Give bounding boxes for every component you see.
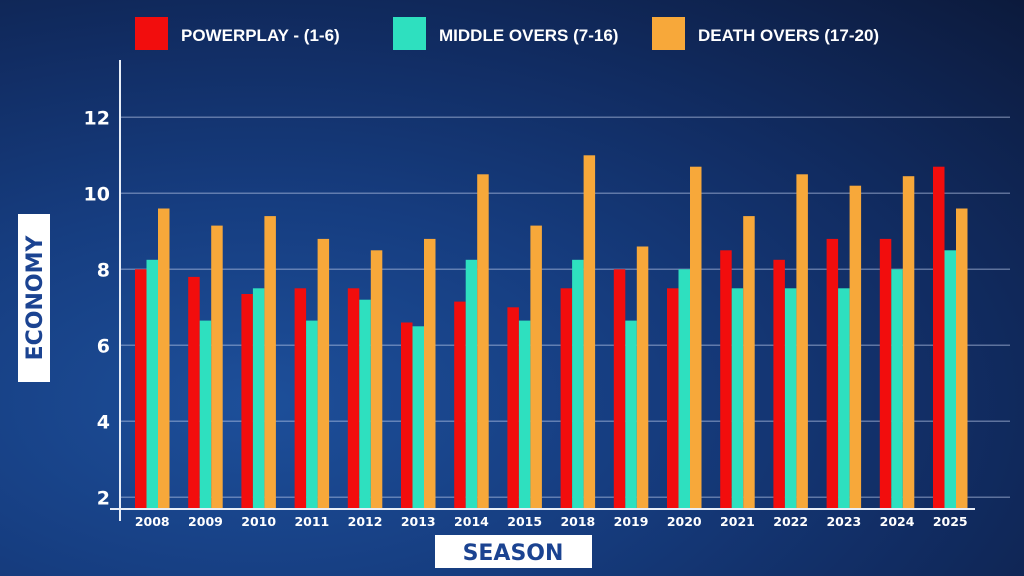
bar-2018-middle-overs [572, 259, 584, 509]
bar-2021-death-overs [743, 216, 755, 509]
bar-2025-death-overs [956, 208, 968, 509]
x-tick-label: 2015 [507, 514, 542, 529]
legend-swatch [393, 17, 426, 50]
bar-2014-death-overs [477, 174, 489, 510]
x-tick-label: 2013 [401, 514, 436, 529]
legend-swatch [652, 17, 685, 50]
x-tick-label: 2018 [560, 514, 595, 529]
bar-2021-middle-overs [731, 288, 744, 509]
legend-label: POWERPLAY - (1-6) [181, 26, 340, 45]
legend-label: DEATH OVERS (17-20) [698, 26, 879, 45]
x-tick-label: 2019 [614, 514, 649, 529]
bar-2012-middle-overs [359, 299, 371, 509]
y-tick-label: 10 [84, 183, 110, 205]
x-tick-label: 2025 [933, 514, 968, 529]
bar-2012-powerplay [347, 288, 360, 509]
bar-2011-middle-overs [306, 320, 318, 509]
x-tick-label: 2008 [135, 514, 170, 529]
bar-2009-middle-overs [199, 320, 212, 509]
y-axis-title: ECONOMY [18, 214, 50, 382]
x-tick-label: 2022 [773, 514, 808, 529]
bar-2009-powerplay [188, 276, 200, 509]
x-tick-label: 2021 [720, 514, 755, 529]
bar-2014-middle-overs [465, 259, 478, 509]
y-tick-label: 2 [97, 487, 110, 509]
bar-2019-death-overs [636, 246, 649, 509]
bar-2022-middle-overs [784, 288, 797, 509]
x-tick-label: 2024 [880, 514, 915, 529]
x-tick-label: 2010 [241, 514, 276, 529]
bar-2022-death-overs [796, 174, 808, 510]
bar-2020-middle-overs [678, 269, 690, 509]
bar-2015-death-overs [530, 225, 542, 509]
bar-2008-middle-overs [146, 259, 158, 509]
y-axis-title-text: ECONOMY [23, 235, 48, 361]
bar-2013-powerplay [401, 322, 413, 509]
bar-2015-middle-overs [518, 320, 531, 509]
bar-2021-powerplay [720, 250, 732, 510]
x-tick-label: 2012 [348, 514, 383, 529]
y-tick-label: 6 [97, 335, 110, 357]
x-tick-label: 2014 [454, 514, 489, 529]
bar-2024-powerplay [879, 238, 892, 509]
bar-2010-powerplay [241, 294, 253, 509]
bar-2025-powerplay [933, 166, 945, 509]
x-tick-label: 2011 [294, 514, 329, 529]
bar-2020-powerplay [667, 288, 679, 509]
y-tick-label: 12 [84, 107, 110, 129]
bar-2019-middle-overs [625, 320, 637, 509]
x-axis-title-text: SEASON [463, 541, 564, 566]
bar-2010-death-overs [264, 216, 276, 509]
x-axis-title: SEASON [435, 535, 592, 568]
bar-2010-middle-overs [252, 288, 265, 509]
bar-2018-powerplay [560, 288, 573, 509]
bar-2023-death-overs [849, 185, 862, 509]
bar-2020-death-overs [690, 166, 702, 509]
bar-2024-death-overs [902, 176, 915, 509]
bar-2022-powerplay [773, 259, 785, 509]
bar-2011-powerplay [294, 288, 307, 509]
bars [135, 155, 968, 510]
bar-2008-powerplay [135, 269, 147, 509]
y-tick-label: 8 [97, 259, 110, 281]
bar-2018-death-overs [583, 155, 596, 510]
bar-2023-middle-overs [838, 288, 850, 509]
bar-2014-powerplay [454, 301, 466, 509]
bar-2013-death-overs [424, 238, 436, 509]
bar-2023-powerplay [826, 238, 839, 509]
legend-label: MIDDLE OVERS (7-16) [439, 26, 618, 45]
bar-2024-middle-overs [891, 269, 903, 509]
x-tick-label: 2023 [826, 514, 861, 529]
x-tick-label: 2009 [188, 514, 223, 529]
legend-swatch [135, 17, 168, 50]
x-tick-label: 2020 [667, 514, 702, 529]
y-tick-labels: 2 4 6 8 10 12 [84, 107, 110, 509]
bar-2009-death-overs [211, 225, 223, 509]
bar-2019-powerplay [613, 269, 626, 509]
bar-2015-powerplay [507, 307, 519, 509]
x-tick-labels: 2008 2009 2010 2011 2012 2013 2014 2015 2018 2019… [135, 514, 968, 529]
legend: POWERPLAY - (1-6) MIDDLE OVERS (7-16) DEAT… [135, 17, 879, 50]
y-tick-label: 4 [97, 411, 110, 433]
bar-2013-middle-overs [412, 326, 424, 509]
bar-2011-death-overs [317, 238, 330, 509]
bar-2025-middle-overs [944, 250, 956, 510]
bar-2012-death-overs [370, 250, 383, 510]
bar-2008-death-overs [158, 208, 170, 509]
